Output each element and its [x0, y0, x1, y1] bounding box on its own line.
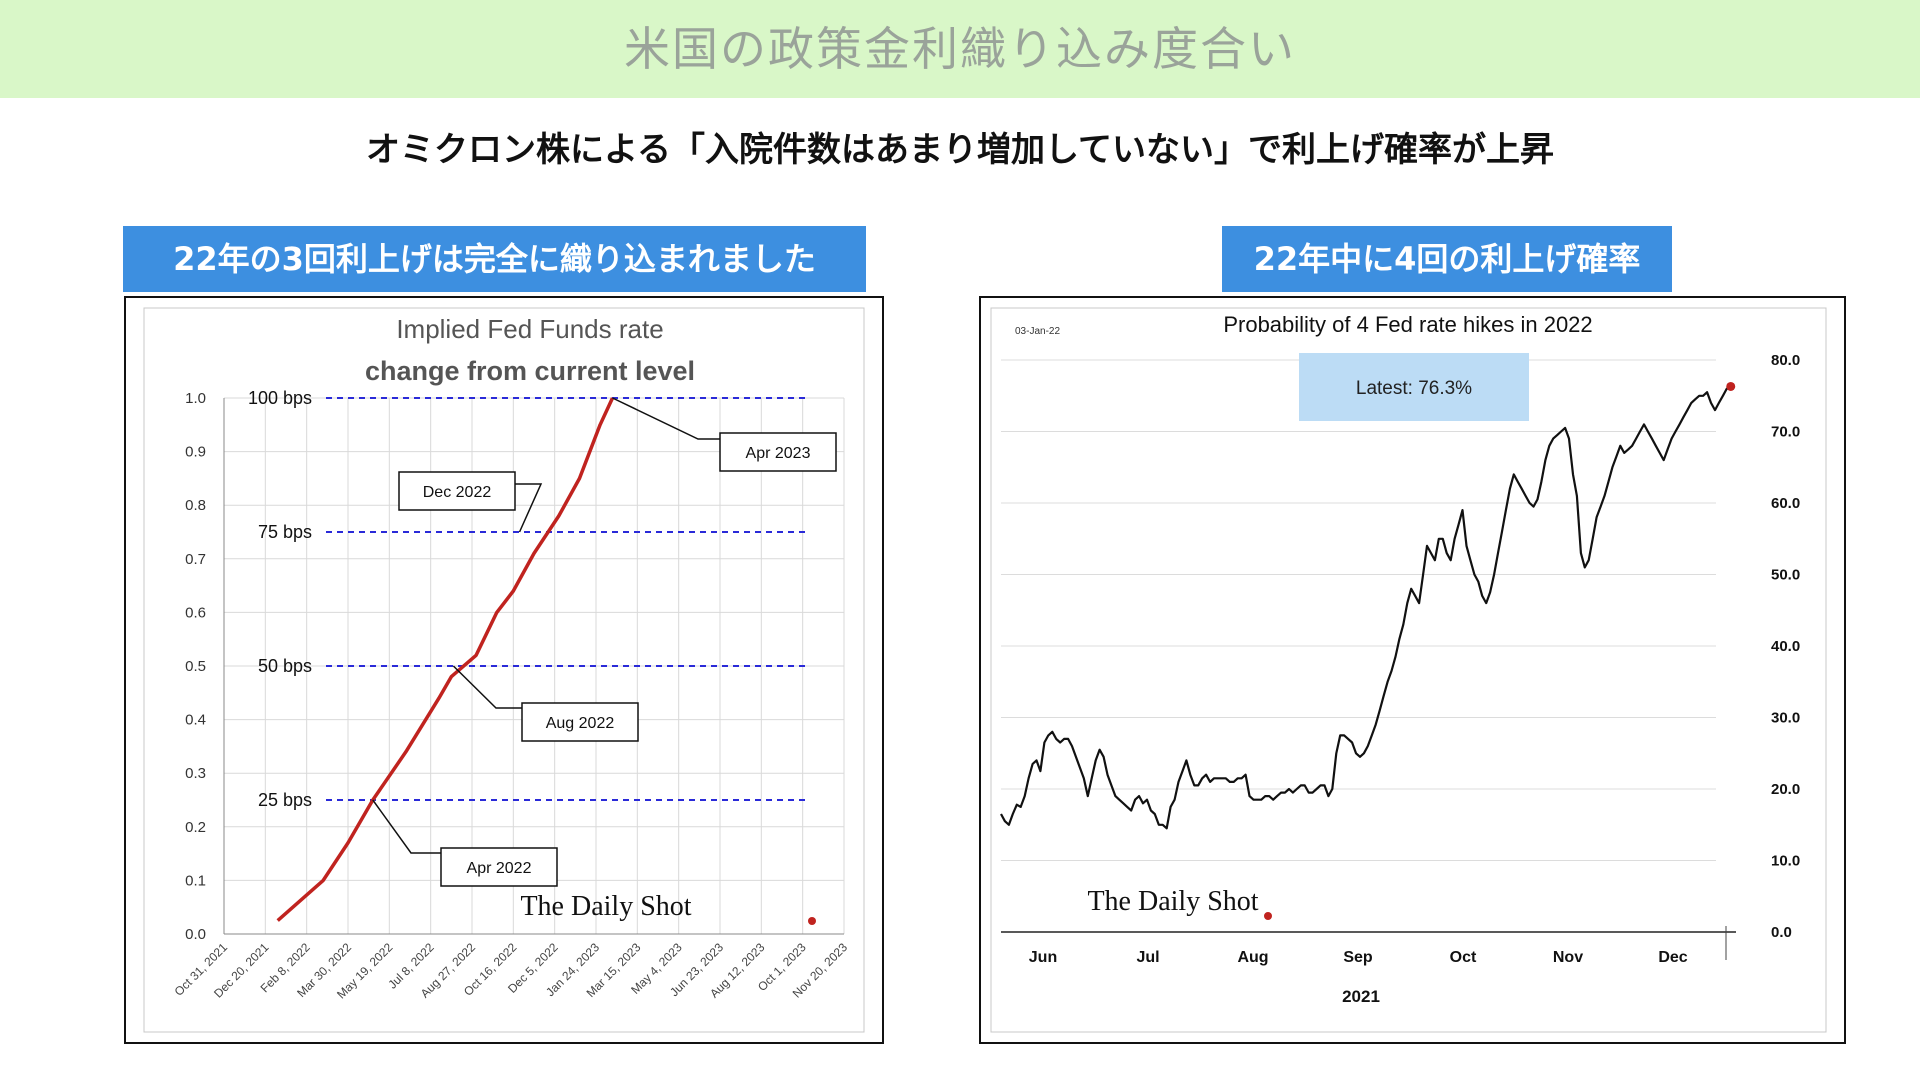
y-tick-label: 0.7 [185, 551, 206, 568]
callout-label: Aug 2022 [546, 715, 615, 732]
callout-label: Dec 2022 [423, 484, 492, 501]
y-tick-label: 0.8 [185, 497, 206, 514]
callout-label: Apr 2022 [467, 860, 532, 877]
y-tick-label: 70.0 [1771, 424, 1800, 441]
callout-connector [612, 397, 720, 440]
month-label: Sep [1343, 949, 1373, 966]
latest-box [1299, 353, 1529, 421]
y-tick-label: 1.0 [185, 390, 206, 407]
inner-chart-border [143, 307, 865, 1033]
source-logo: The Daily Shot [1087, 886, 1258, 917]
callout-box [398, 471, 516, 511]
chart-title: Probability of 4 Fed rate hikes in 2022 [1223, 312, 1592, 337]
reference-line-label: 75 bps [258, 522, 312, 542]
y-tick-label: 0.0 [1771, 924, 1792, 941]
y-tick-label: 0.3 [185, 765, 206, 782]
left-chart-tag: 22年の3回利上げは完全に織り込まれました [123, 226, 866, 292]
left-chart-frame: 0.0 0.1 0.2 0.3 0.4 0.5 0.6 0.7 0.8 0.9 1.0 Oct 31,… [124, 296, 884, 1044]
y-tick-label: 60.0 [1771, 495, 1800, 512]
chart-subtitle: change from current level [365, 356, 695, 386]
callout-box [719, 432, 837, 472]
y-tick-label: 0.0 [185, 926, 206, 943]
callout-box [521, 702, 639, 742]
latest-point-marker [1726, 381, 1736, 391]
reference-line-label: 50 bps [258, 656, 312, 676]
latest-label: Latest: 76.3% [1356, 378, 1472, 399]
source-logo-dot [1264, 912, 1272, 920]
month-label: Jun [1029, 949, 1057, 966]
month-label: Nov [1553, 949, 1583, 966]
callout-connector [372, 799, 441, 854]
y-tick-label: 0.5 [185, 658, 206, 675]
y-tick-label: 80.0 [1771, 352, 1800, 369]
callout-box [440, 847, 558, 887]
page-subtitle: オミクロン株による「入院件数はあまり増加していない」で利上げ確率が上昇 [366, 130, 1554, 170]
right-chart-frame: 0.0 10.0 20.0 30.0 40.0 50.0 60.0 70.0 80.0 Jun Ju… [979, 296, 1846, 1044]
series-line [276, 397, 615, 922]
reference-line-label: 100 bps [248, 388, 312, 408]
chart-title: Implied Fed Funds rate [396, 314, 663, 344]
date-label: 03-Jan-22 [1015, 326, 1060, 337]
x-axis-year-label: 2021 [1342, 987, 1380, 1006]
source-logo: The Daily Shot [520, 891, 691, 922]
rate-hike-probability-chart: 0.0 10.0 20.0 30.0 40.0 50.0 60.0 70.0 80.0 Jun Ju… [990, 307, 1827, 1033]
source-logo-dot [808, 917, 816, 925]
month-label: Oct [1450, 949, 1477, 966]
y-tick-label: 40.0 [1771, 638, 1800, 655]
y-tick-label: 0.6 [185, 604, 206, 621]
y-tick-label: 10.0 [1771, 853, 1800, 870]
y-tick-label: 50.0 [1771, 567, 1800, 584]
month-label: Dec [1658, 949, 1687, 966]
inner-chart-border [990, 307, 1827, 1033]
month-label: Aug [1237, 949, 1268, 966]
callout-connector [452, 665, 522, 709]
reference-line-label: 25 bps [258, 790, 312, 810]
y-tick-label: 0.9 [185, 444, 206, 461]
y-tick-label: 0.4 [185, 712, 206, 729]
callout-connector [515, 483, 543, 533]
series-line [1000, 385, 1732, 830]
callout-label: Apr 2023 [746, 445, 811, 462]
y-tick-label: 0.2 [185, 819, 206, 836]
banner-title: 米国の政策金利織り込み度合い [0, 0, 1920, 98]
y-tick-label: 30.0 [1771, 710, 1800, 727]
y-tick-label: 20.0 [1771, 781, 1800, 798]
y-tick-label: 0.1 [185, 872, 206, 889]
right-chart-tag: 22年中に4回の利上げ確率 [1222, 226, 1672, 292]
month-label: Jul [1136, 949, 1159, 966]
